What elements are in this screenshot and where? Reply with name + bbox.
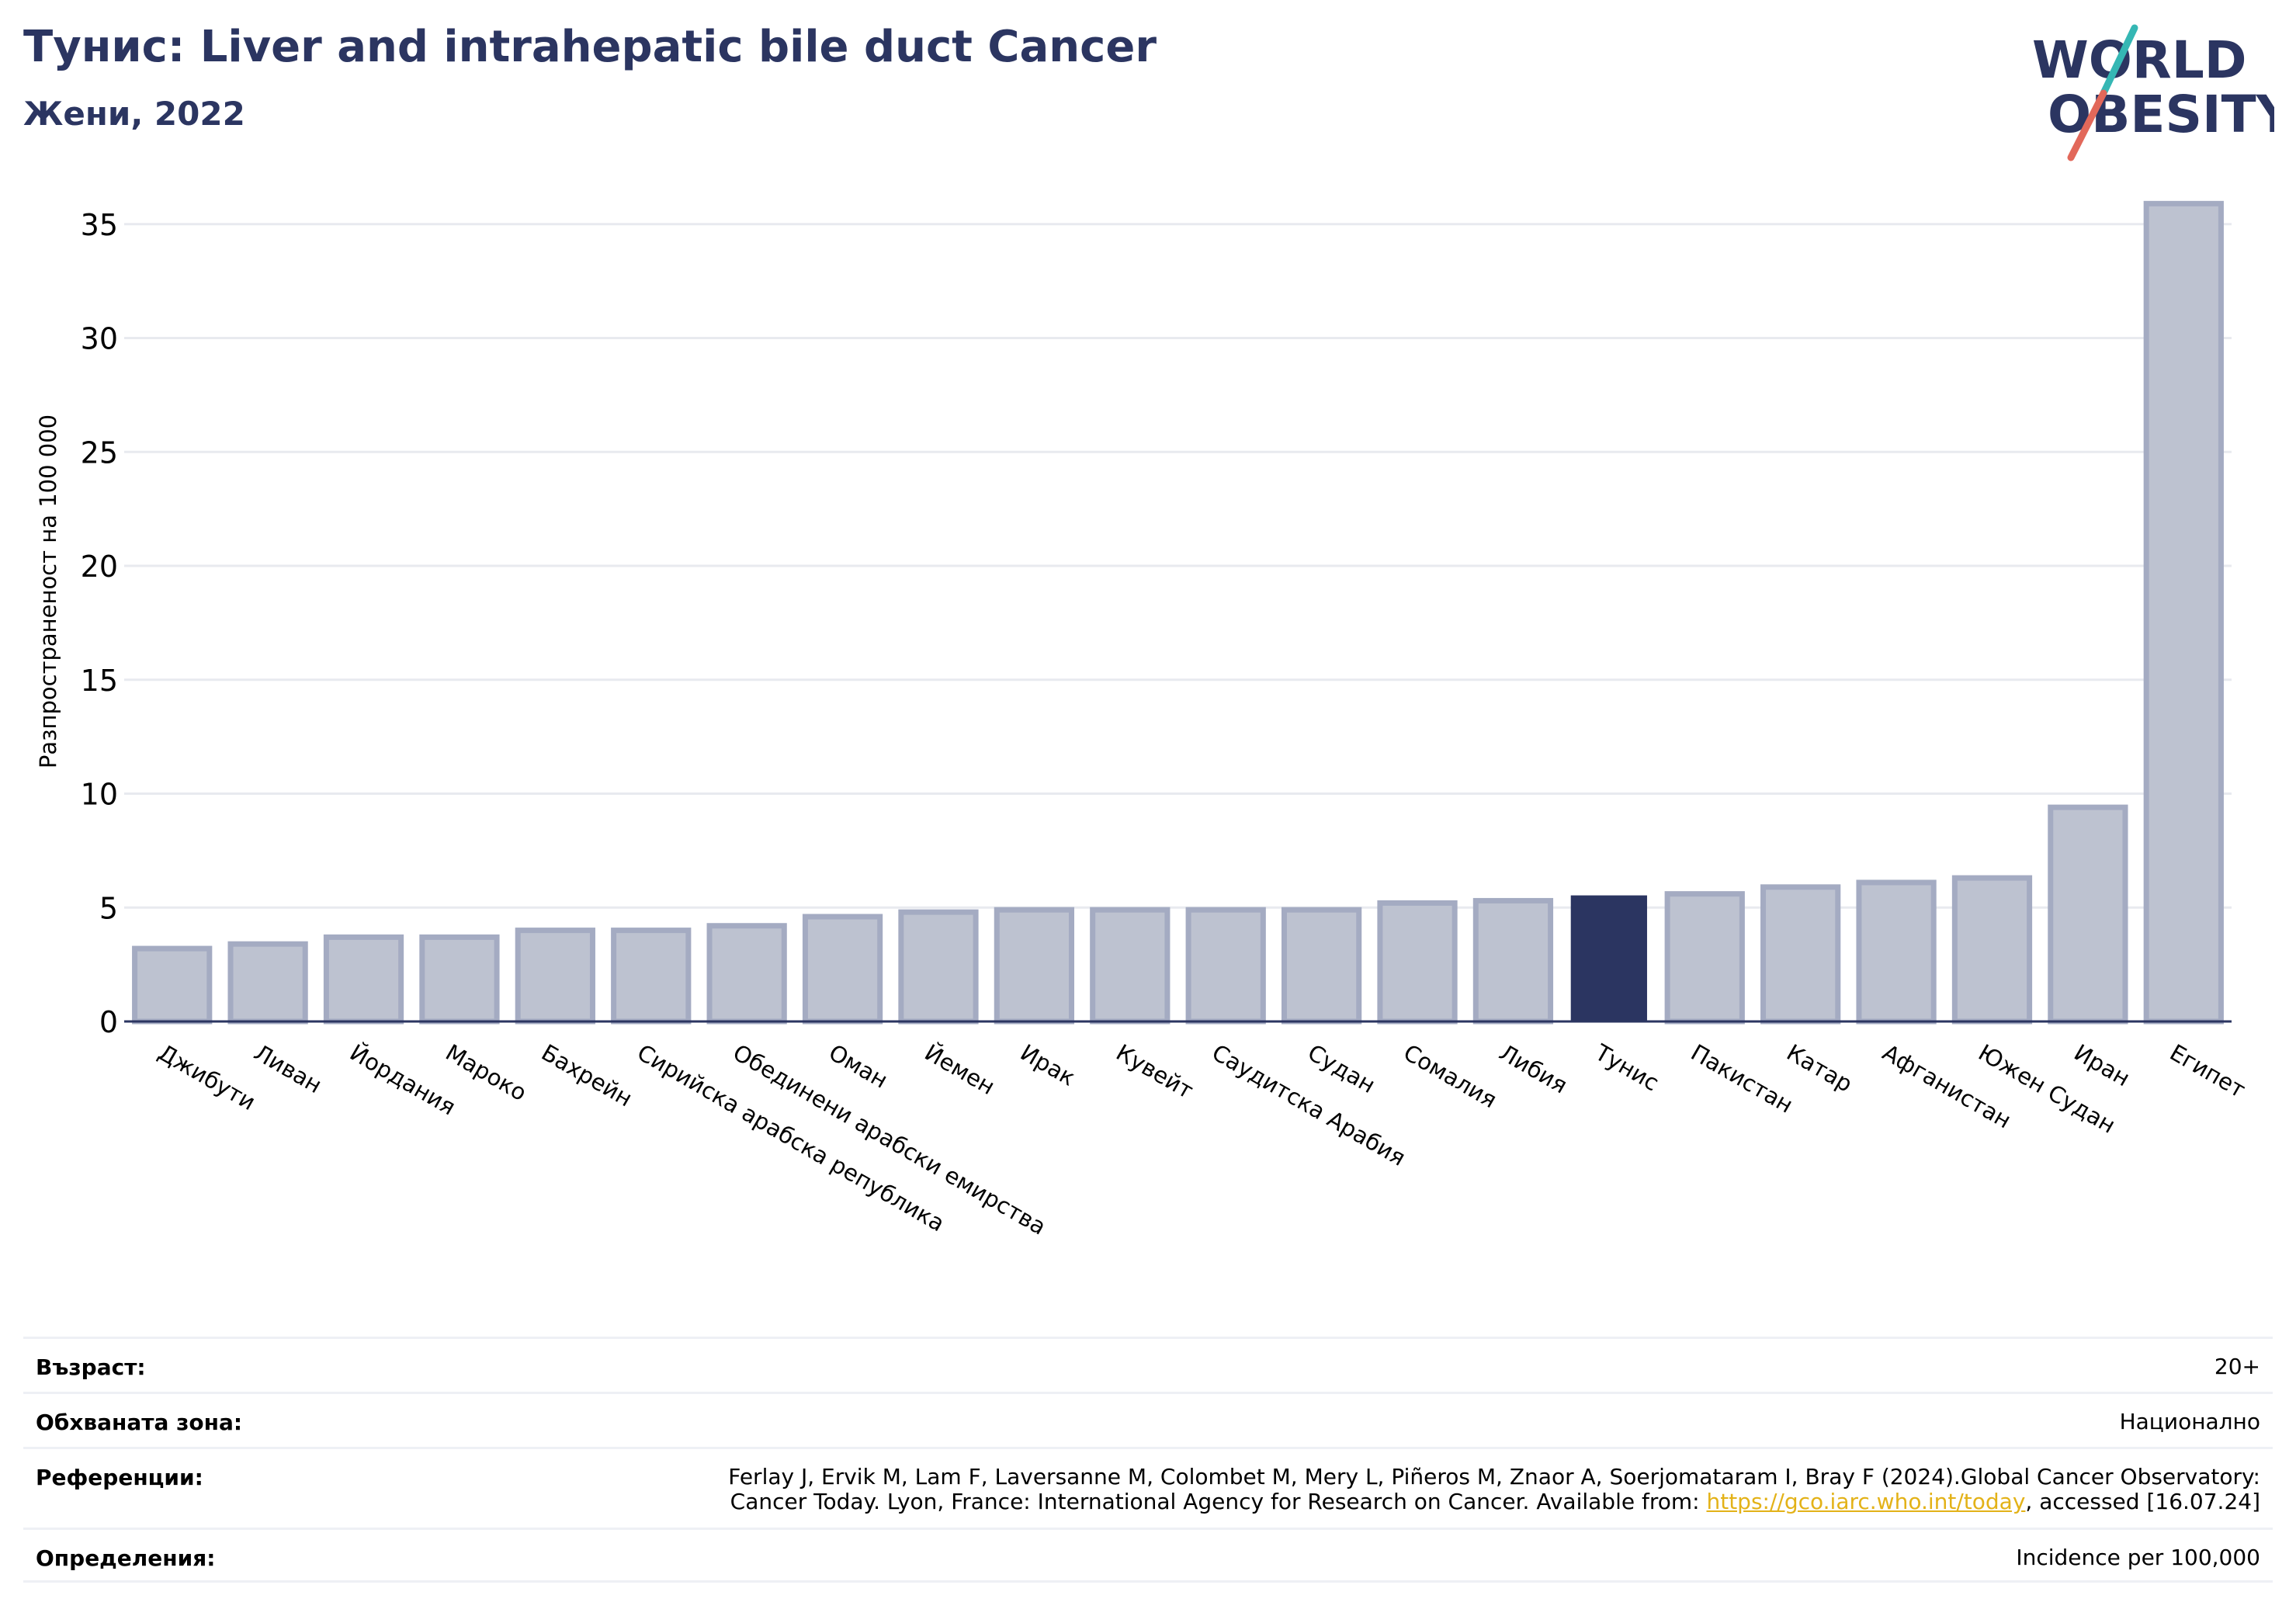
bar <box>1090 907 1171 1025</box>
x-tick-label: Йордания <box>345 1039 460 1121</box>
definitions-value: Incidence per 100,000 <box>2016 1545 2260 1570</box>
x-tick-label: Катар <box>1782 1039 1857 1098</box>
info-table: Възраст: 20+ Обхваната зона: Национално … <box>23 1337 2273 1583</box>
x-tick-label: Сомалия <box>1399 1039 1502 1114</box>
bar <box>1281 907 1362 1025</box>
x-tick-label: Пакистан <box>1687 1039 1798 1118</box>
bar <box>611 928 692 1025</box>
logo-slash-red <box>2067 89 2107 161</box>
bar <box>132 945 213 1025</box>
y-tick-label: 35 <box>81 208 118 242</box>
y-tick-labels: 0 5 10 15 20 25 30 35 <box>81 208 118 1039</box>
gridlines <box>124 223 2232 909</box>
x-tick-label: Иран <box>2069 1039 2135 1092</box>
x-tick-label: Кувейт <box>1112 1039 1198 1105</box>
references-accessed: , accessed [16.07.24] <box>2025 1489 2260 1514</box>
references-line-1: Ferlay J, Ervik M, Lam F, Laversanne M, … <box>728 1464 2260 1489</box>
bar <box>1472 897 1554 1025</box>
info-row-definitions: Определения: Incidence per 100,000 <box>23 1528 2273 1583</box>
y-axis-label: Разпространеност на 100 000 <box>35 414 61 768</box>
references-label: Референции: <box>36 1465 203 1490</box>
bar <box>994 907 1075 1025</box>
bar <box>419 934 500 1025</box>
area-label: Обхваната зона: <box>36 1410 243 1435</box>
bar <box>2143 200 2224 1025</box>
bar <box>1951 875 2033 1025</box>
y-tick-label: 10 <box>81 778 118 812</box>
page-subtitle: Жени, 2022 <box>23 95 245 133</box>
bar <box>1570 895 1647 1022</box>
info-row-area: Обхваната зона: Национално <box>23 1392 2273 1447</box>
x-tick-label: Джибути <box>154 1039 260 1116</box>
y-tick-label: 0 <box>99 1005 118 1039</box>
age-label: Възраст: <box>36 1354 146 1380</box>
references-text: Cancer Today. Lyon, France: Internationa… <box>730 1489 1707 1514</box>
bar <box>706 923 787 1025</box>
x-tick-label: Судан <box>1303 1039 1380 1099</box>
area-value: Национално <box>2119 1409 2260 1434</box>
info-row-age: Възраст: 20+ <box>23 1337 2273 1392</box>
x-tick-label: Египет <box>2166 1039 2250 1104</box>
logo-word-1: WORLD <box>2032 30 2247 90</box>
x-tick-label: Бахрейн <box>537 1039 637 1112</box>
x-tick-label: Либия <box>1495 1039 1572 1099</box>
y-tick-label: 15 <box>81 664 118 698</box>
world-obesity-logo: WORLD OBESITY <box>2032 24 2274 161</box>
y-tick-label: 20 <box>81 550 118 584</box>
references-link[interactable]: https://gco.iarc.who.int/today <box>1706 1489 2026 1514</box>
references-line-2: Cancer Today. Lyon, France: Internationa… <box>728 1489 2260 1514</box>
x-tick-label: Ирак <box>1016 1039 1080 1091</box>
bar <box>227 941 308 1025</box>
definitions-label: Определения: <box>36 1545 216 1571</box>
x-tick-label: Йемен <box>920 1039 999 1101</box>
bar <box>2048 804 2128 1025</box>
references-value: Ferlay J, Ervik M, Lam F, Laversanne M, … <box>728 1449 2273 1514</box>
bar <box>1377 900 1458 1025</box>
y-tick-label: 30 <box>81 322 118 356</box>
bars <box>132 200 2224 1025</box>
x-tick-label: Тунис <box>1590 1039 1663 1096</box>
bar <box>898 909 979 1025</box>
bar <box>802 914 883 1025</box>
info-row-references: Референции: Ferlay J, Ervik M, Lam F, La… <box>23 1447 2273 1528</box>
x-tick-label: Ливан <box>250 1039 327 1099</box>
bar <box>323 934 404 1025</box>
age-value: 20+ <box>2214 1354 2260 1379</box>
bar <box>515 928 595 1025</box>
bar <box>1760 884 1841 1025</box>
page-title: Тунис: Liver and intrahepatic bile duct … <box>23 22 1157 72</box>
bar <box>1664 891 1745 1025</box>
bar <box>1856 879 1937 1025</box>
logo-slash-teal <box>2100 24 2138 97</box>
y-tick-label: 25 <box>81 435 118 470</box>
y-tick-label: 5 <box>99 891 118 925</box>
x-tick-label: Оман <box>824 1039 893 1094</box>
bar <box>1185 907 1266 1025</box>
